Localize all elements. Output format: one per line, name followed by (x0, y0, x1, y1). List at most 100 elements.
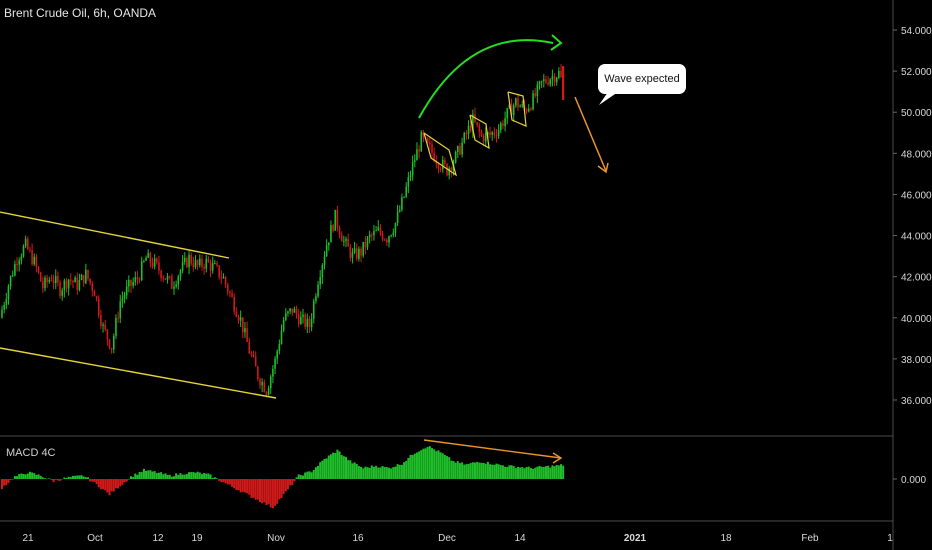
macd-bar (93, 479, 96, 482)
macd-bar (24, 474, 27, 479)
candle-body (478, 125, 481, 132)
candle-body (54, 276, 57, 284)
candle-body (134, 277, 137, 283)
candle-body (89, 278, 91, 284)
candle-body (551, 76, 554, 80)
macd-bar (293, 479, 296, 482)
macd-bar (540, 466, 543, 479)
candle-body (405, 186, 407, 197)
macd-bar (28, 471, 31, 479)
candle-body (555, 77, 558, 83)
macd-bar (534, 467, 537, 479)
candle-body (158, 262, 160, 271)
macd-bar (549, 467, 552, 479)
candle-body (353, 248, 356, 253)
macd-bar (458, 463, 461, 479)
candle-body (121, 298, 124, 302)
macd-bar (527, 466, 530, 479)
candle-body (117, 318, 119, 320)
candle-body (534, 93, 536, 97)
candle-body (510, 104, 513, 116)
macd-bar (557, 465, 560, 479)
time-tick-label: 21 (22, 533, 34, 544)
candle-body (265, 392, 268, 395)
candle-body (214, 263, 216, 265)
candle-body (527, 108, 530, 112)
candle-body (282, 319, 285, 331)
macd-bar (200, 474, 203, 479)
macd-bar (31, 472, 34, 479)
candle-body (104, 324, 106, 330)
candle-body (33, 256, 36, 265)
candle-body (61, 290, 63, 296)
candle-body (74, 277, 76, 283)
candle-body (192, 263, 195, 268)
price-tick-label: 38.000 (901, 355, 932, 366)
candle-body (173, 286, 175, 289)
wave-expected-callout[interactable]: Wave expected (598, 64, 686, 94)
candle-body (3, 305, 5, 310)
candle-body (220, 277, 223, 279)
macd-bar (334, 452, 337, 479)
macd-bar (355, 463, 358, 479)
candle-body (315, 296, 317, 302)
candle-body (115, 318, 117, 337)
candle-body (414, 160, 416, 163)
macd-bar (390, 468, 393, 479)
macd-divergence-arrowhead (552, 452, 563, 464)
macd-bar (224, 479, 227, 484)
macd-bar (246, 479, 249, 494)
macd-bar (465, 464, 468, 479)
macd-bar (476, 461, 479, 479)
time-axis[interactable]: 21 Oct 12 19 Nov 16 Dec 14 2021 18 Feb 1 (22, 533, 893, 544)
candle-body (164, 278, 167, 280)
candle-body (91, 283, 94, 291)
drawing-annotations[interactable] (0, 34, 618, 464)
candle-body (261, 382, 263, 386)
macd-bar (114, 479, 117, 488)
candle-body (67, 279, 70, 289)
candle-body (409, 175, 412, 177)
macd-bar (7, 479, 10, 483)
candle-body (308, 318, 311, 328)
candle-body (171, 276, 173, 289)
candle-body (147, 253, 149, 258)
candle-body (218, 265, 220, 278)
candle-body (233, 296, 235, 312)
macd-bar (265, 479, 268, 506)
candle-body (207, 258, 210, 263)
macd-bar (263, 479, 266, 503)
candle-body (495, 134, 498, 136)
macd-bar (310, 472, 313, 479)
macd-bar (213, 477, 216, 479)
price-axis[interactable]: 54.000 52.000 50.000 48.000 46.000 44.000 42.0… (893, 26, 932, 486)
macd-bar (20, 473, 23, 479)
macd-bar (138, 471, 141, 479)
macd-bar (95, 479, 98, 485)
macd-bar (443, 454, 446, 479)
macd-bar (345, 456, 347, 479)
candle-body (433, 152, 435, 162)
candle-body (398, 209, 401, 212)
macd-bar (437, 450, 440, 479)
candle-body (29, 249, 31, 251)
macd-bar (388, 467, 390, 479)
macd-bar (450, 460, 453, 479)
macd-indicator-label[interactable]: MACD 4C (6, 447, 56, 459)
candle-body (302, 314, 304, 317)
macd-bar (190, 472, 193, 479)
candle-body (484, 132, 487, 142)
candle-body (50, 279, 53, 281)
candle-body (276, 351, 278, 359)
macd-bar (164, 473, 167, 479)
candle-body (95, 296, 98, 299)
candle-body (199, 258, 201, 266)
macd-bar (22, 474, 25, 479)
candle-body (235, 311, 238, 317)
macd-bar (474, 462, 476, 479)
candle-body (263, 382, 266, 393)
candle-body (72, 280, 74, 283)
lower-channel-line (0, 347, 277, 399)
macd-bar (411, 455, 414, 479)
